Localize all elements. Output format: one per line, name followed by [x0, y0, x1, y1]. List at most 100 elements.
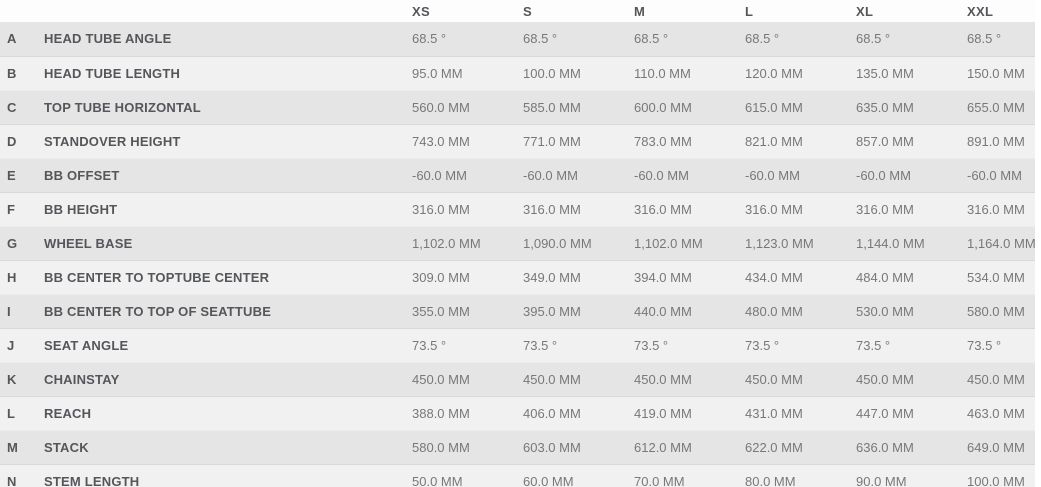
table-row: J SEAT ANGLE 73.5 ° 73.5 ° 73.5 ° 73.5 ° 73.5 … — [0, 328, 1035, 362]
cell-value: -60.0 MM — [967, 167, 1022, 183]
cell-value: -60.0 MM — [412, 167, 467, 183]
size-column-header: L — [745, 3, 754, 19]
header-label-spacer — [44, 0, 412, 22]
cell-value: 73.5 ° — [634, 337, 669, 353]
cell-value: 309.0 MM — [412, 269, 470, 285]
row-letter: D — [7, 133, 17, 149]
cell-value: 316.0 MM — [967, 201, 1025, 217]
cell-value: 90.0 MM — [856, 473, 907, 487]
table-row: B HEAD TUBE LENGTH 95.0 MM 100.0 MM 110.0 MM… — [0, 56, 1035, 90]
row-letter: M — [7, 439, 18, 455]
cell-value: 73.5 ° — [523, 337, 558, 353]
cell-value: 580.0 MM — [967, 303, 1025, 319]
cell-value: 655.0 MM — [967, 99, 1025, 115]
cell-value: 68.5 ° — [634, 31, 669, 47]
table-row: G WHEEL BASE 1,102.0 MM 1,090.0 MM 1,102.0 M… — [0, 226, 1035, 260]
cell-value: 1,164.0 MM — [967, 235, 1035, 251]
cell-value: 635.0 MM — [856, 99, 914, 115]
row-label: STANDOVER HEIGHT — [44, 133, 181, 149]
row-label: REACH — [44, 405, 92, 421]
table-row: I BB CENTER TO TOP OF SEATTUBE 355.0 MM 395… — [0, 294, 1035, 328]
cell-value: 1,102.0 MM — [412, 235, 481, 251]
cell-value: 68.5 ° — [523, 31, 558, 47]
cell-value: 649.0 MM — [967, 439, 1025, 455]
row-letter: J — [7, 337, 15, 353]
row-label: BB CENTER TO TOPTUBE CENTER — [44, 269, 270, 285]
cell-value: 580.0 MM — [412, 439, 470, 455]
cell-value: 1,144.0 MM — [856, 235, 925, 251]
cell-value: 70.0 MM — [634, 473, 685, 487]
table-row: A HEAD TUBE ANGLE 68.5 ° 68.5 ° 68.5 ° 68.5 °… — [0, 22, 1035, 56]
row-letter: N — [7, 473, 17, 487]
cell-value: 68.5 ° — [412, 31, 447, 47]
row-label: CHAINSTAY — [44, 371, 120, 387]
cell-value: 534.0 MM — [967, 269, 1025, 285]
cell-value: 150.0 MM — [967, 65, 1025, 81]
cell-value: 95.0 MM — [412, 65, 463, 81]
cell-value: 612.0 MM — [634, 439, 692, 455]
cell-value: 447.0 MM — [856, 405, 914, 421]
cell-value: 530.0 MM — [856, 303, 914, 319]
cell-value: 73.5 ° — [412, 337, 447, 353]
cell-value: 120.0 MM — [745, 65, 803, 81]
row-letter: F — [7, 201, 15, 217]
cell-value: 406.0 MM — [523, 405, 581, 421]
cell-value: 1,090.0 MM — [523, 235, 592, 251]
cell-value: 73.5 ° — [856, 337, 891, 353]
row-label: WHEEL BASE — [44, 235, 133, 251]
size-column-header: S — [523, 3, 532, 19]
cell-value: 450.0 MM — [634, 371, 692, 387]
cell-value: -60.0 MM — [523, 167, 578, 183]
cell-value: 316.0 MM — [412, 201, 470, 217]
table-row: C TOP TUBE HORIZONTAL 560.0 MM 585.0 MM 600.… — [0, 90, 1035, 124]
cell-value: 771.0 MM — [523, 133, 581, 149]
table-row: L REACH 388.0 MM 406.0 MM 419.0 MM 431.0 MM 44… — [0, 396, 1035, 430]
cell-value: 821.0 MM — [745, 133, 803, 149]
cell-value: 450.0 MM — [856, 371, 914, 387]
table-row: E BB OFFSET -60.0 MM -60.0 MM -60.0 MM -60.0 … — [0, 158, 1035, 192]
header-letter-spacer — [0, 0, 44, 22]
cell-value: 450.0 MM — [967, 371, 1025, 387]
row-letter: E — [7, 167, 16, 183]
cell-value: 349.0 MM — [523, 269, 581, 285]
cell-value: 622.0 MM — [745, 439, 803, 455]
size-column-header: XL — [856, 3, 874, 19]
cell-value: 440.0 MM — [634, 303, 692, 319]
cell-value: 1,123.0 MM — [745, 235, 814, 251]
row-label: STEM LENGTH — [44, 473, 140, 487]
cell-value: 891.0 MM — [967, 133, 1025, 149]
cell-value: 1,102.0 MM — [634, 235, 703, 251]
cell-value: 419.0 MM — [634, 405, 692, 421]
cell-value: 434.0 MM — [745, 269, 803, 285]
row-label: BB HEIGHT — [44, 201, 118, 217]
cell-value: 431.0 MM — [745, 405, 803, 421]
row-letter: K — [7, 371, 17, 387]
cell-value: 50.0 MM — [412, 473, 463, 487]
cell-value: -60.0 MM — [634, 167, 689, 183]
cell-value: 135.0 MM — [856, 65, 914, 81]
table-row: F BB HEIGHT 316.0 MM 316.0 MM 316.0 MM 316.0 … — [0, 192, 1035, 226]
cell-value: 463.0 MM — [967, 405, 1025, 421]
row-label: HEAD TUBE ANGLE — [44, 31, 172, 47]
cell-value: 450.0 MM — [745, 371, 803, 387]
cell-value: 480.0 MM — [745, 303, 803, 319]
cell-value: 484.0 MM — [856, 269, 914, 285]
cell-value: 603.0 MM — [523, 439, 581, 455]
cell-value: 600.0 MM — [634, 99, 692, 115]
row-letter: G — [7, 235, 18, 251]
geometry-table-body: A HEAD TUBE ANGLE 68.5 ° 68.5 ° 68.5 ° 68.5 °… — [0, 22, 1035, 487]
cell-value: 316.0 MM — [523, 201, 581, 217]
cell-value: -60.0 MM — [745, 167, 800, 183]
cell-value: 73.5 ° — [967, 337, 1002, 353]
size-column-header: M — [634, 3, 646, 19]
row-letter: H — [7, 269, 17, 285]
row-letter: B — [7, 65, 17, 81]
cell-value: 450.0 MM — [523, 371, 581, 387]
cell-value: 68.5 ° — [856, 31, 891, 47]
cell-value: 585.0 MM — [523, 99, 581, 115]
row-label: HEAD TUBE LENGTH — [44, 65, 181, 81]
row-letter: C — [7, 99, 17, 115]
cell-value: 395.0 MM — [523, 303, 581, 319]
